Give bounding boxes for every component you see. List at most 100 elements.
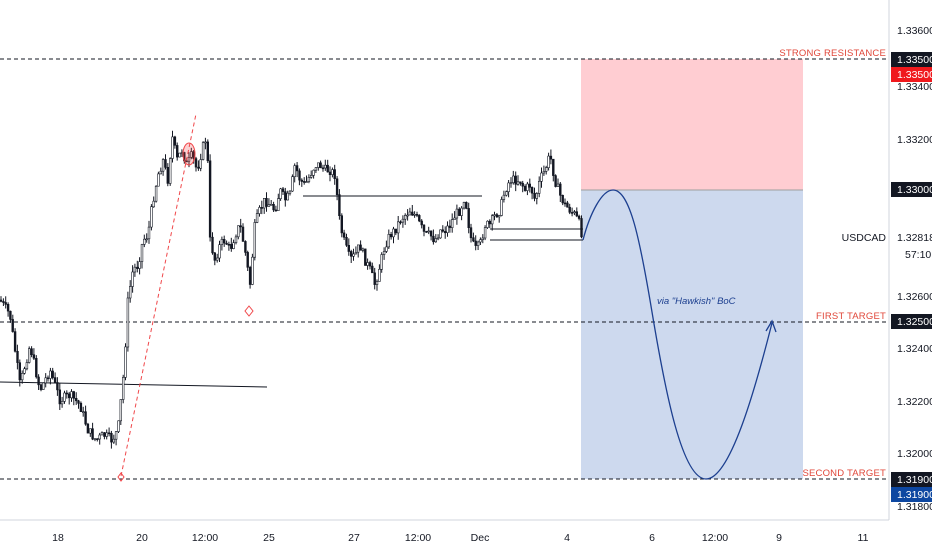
candle-body xyxy=(385,246,388,252)
candle-body xyxy=(552,158,555,176)
candle-body xyxy=(516,181,520,185)
candle-body xyxy=(453,217,456,220)
candle-body xyxy=(321,167,325,170)
candle-body xyxy=(133,266,137,273)
candle-body xyxy=(272,204,275,211)
candle-body xyxy=(559,183,562,196)
candle-body xyxy=(505,191,508,196)
candle-body xyxy=(279,188,282,200)
candle-body xyxy=(319,162,322,169)
time-axis[interactable]: 18 20 12:00 25 27 12:00 Dec 4 6 12:00 9 … xyxy=(52,532,868,544)
candle-body xyxy=(291,176,294,192)
candle-body xyxy=(53,377,57,383)
candle-body xyxy=(164,159,167,168)
candle-body xyxy=(439,229,442,239)
x-tick-label: 11 xyxy=(858,532,869,544)
candle-body xyxy=(274,209,278,212)
candle-body xyxy=(11,319,14,332)
candle-body xyxy=(103,432,106,437)
candle-body xyxy=(136,266,139,269)
candle-body xyxy=(173,136,177,146)
candle-body xyxy=(356,244,360,253)
candle-body xyxy=(389,234,393,238)
x-tick-label: Dec xyxy=(471,532,490,544)
candle-body xyxy=(30,348,33,356)
candle-body xyxy=(399,221,402,224)
candle-body xyxy=(573,211,576,213)
candle-body xyxy=(143,238,146,245)
candle-body xyxy=(340,215,343,234)
candle-body xyxy=(302,181,306,183)
candle-body xyxy=(96,438,99,441)
candle-body xyxy=(237,225,240,238)
x-tick-label: 4 xyxy=(564,532,570,544)
candle-body xyxy=(169,158,172,184)
candle-body xyxy=(324,164,327,169)
candle-body xyxy=(394,228,397,234)
candle-body xyxy=(161,159,165,172)
candle-body xyxy=(42,382,45,390)
candle-body xyxy=(408,211,412,216)
candle-body xyxy=(382,251,386,255)
x-tick-label: 9 xyxy=(776,532,782,544)
candle-body xyxy=(178,152,181,158)
candle-body xyxy=(46,377,50,380)
candle-body xyxy=(208,160,212,238)
candle-body xyxy=(265,198,268,207)
candle-body xyxy=(159,170,162,175)
candle-body xyxy=(77,400,80,404)
candle-body xyxy=(436,237,440,240)
candle-body xyxy=(117,420,120,432)
candle-body xyxy=(331,169,334,175)
candle-body xyxy=(295,165,299,172)
candle-body xyxy=(223,239,226,244)
candle-body xyxy=(44,377,47,384)
badge-text: 1.33500 xyxy=(897,54,932,66)
candle-body xyxy=(354,252,358,255)
candle-body xyxy=(403,215,407,220)
candle-body xyxy=(293,165,296,178)
badge-text: 1.32500 xyxy=(897,316,932,328)
x-tick-label: 12:00 xyxy=(405,532,431,544)
candle-body xyxy=(251,256,254,285)
candle-body xyxy=(537,181,541,194)
candle-body xyxy=(84,411,87,425)
candle-body xyxy=(100,432,104,436)
price-axis[interactable]: 1.33600 1.33400 1.33200 1.32600 1.32400 … xyxy=(897,25,932,513)
candle-body xyxy=(446,225,449,233)
uptrend-dashed-line xyxy=(120,113,197,477)
candle-body xyxy=(131,271,134,287)
candle-body xyxy=(197,166,200,169)
candle-body xyxy=(328,171,332,176)
candle-body xyxy=(267,204,271,207)
projection-arrowhead xyxy=(765,319,777,333)
candle-body xyxy=(481,237,484,240)
x-tick-label: 6 xyxy=(649,532,655,544)
candle-body xyxy=(39,384,43,390)
y-tick-label: 1.32200 xyxy=(897,396,932,408)
candle-body xyxy=(542,171,546,174)
candle-body xyxy=(533,192,536,199)
candle-body xyxy=(540,172,543,182)
candle-body xyxy=(25,362,29,370)
candle-body xyxy=(124,346,127,378)
candle-body xyxy=(277,198,280,212)
y-tick-label: 1.33200 xyxy=(897,134,932,146)
candle-body xyxy=(418,215,421,222)
candle-body xyxy=(342,232,346,238)
candle-body xyxy=(317,162,320,168)
candle-body xyxy=(138,261,141,269)
candle-body xyxy=(530,187,534,194)
candle-body xyxy=(349,251,353,257)
badge-second-target-dark: 1.31900 xyxy=(891,472,932,487)
candle-body xyxy=(413,214,416,216)
candle-body xyxy=(523,185,527,191)
candle-body xyxy=(176,145,179,158)
candle-body xyxy=(373,272,376,285)
candle-body xyxy=(300,179,303,182)
candlestick-series xyxy=(0,130,583,449)
candle-body xyxy=(483,227,487,239)
candle-body xyxy=(490,215,494,225)
candle-body xyxy=(122,377,125,400)
